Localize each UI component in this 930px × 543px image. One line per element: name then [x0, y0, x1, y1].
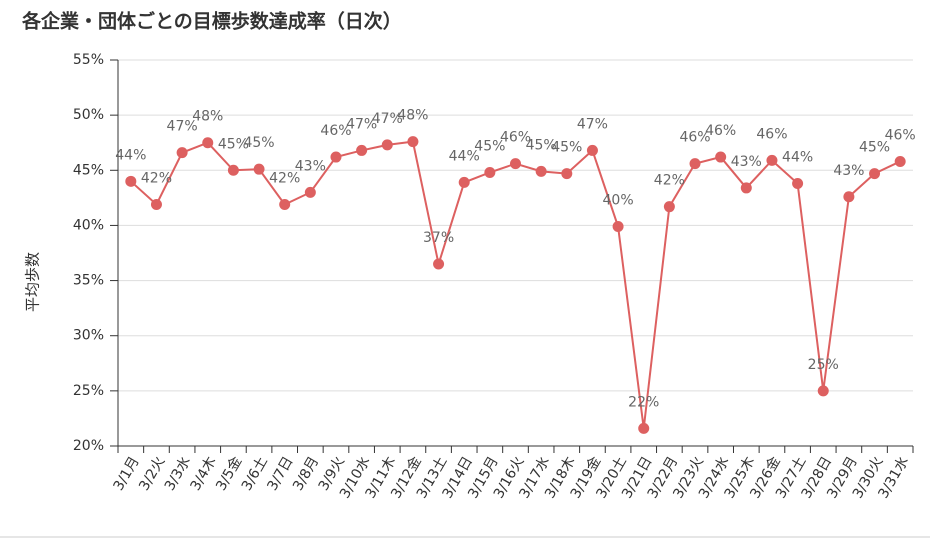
line [130, 140, 901, 429]
data-label: 46% [705, 123, 736, 139]
data-label: 45% [526, 137, 557, 153]
data-label: 44% [115, 147, 146, 163]
data-point [253, 163, 265, 175]
data-label: 46% [320, 123, 351, 139]
data-point [638, 422, 650, 434]
data-point [663, 201, 675, 213]
data-point [792, 178, 804, 190]
data-label: 40% [603, 193, 634, 209]
data-label: 25% [808, 357, 839, 373]
data-point [586, 144, 598, 156]
data-label: 43% [833, 163, 864, 179]
data-point [894, 155, 906, 167]
data-label: 45% [243, 135, 274, 151]
data-point [817, 385, 829, 397]
y-tick-label: 20% [73, 438, 104, 454]
y-tick-label: 55% [73, 52, 104, 68]
data-point [407, 136, 419, 148]
data-point [150, 198, 162, 210]
data-point [843, 191, 855, 203]
data-point [612, 221, 624, 233]
y-tick-label: 40% [73, 217, 104, 233]
data-label: 47% [577, 116, 608, 132]
data-point [176, 147, 188, 159]
data-label: 42% [269, 170, 300, 186]
data-label: 46% [885, 127, 916, 143]
data-point [227, 164, 239, 176]
data-label: 42% [141, 170, 172, 186]
data-label: 48% [192, 109, 223, 125]
data-point [125, 175, 137, 187]
data-point [304, 186, 316, 198]
data-label: 43% [295, 158, 326, 174]
data-label: 37% [423, 230, 454, 246]
data-point [535, 165, 547, 177]
data-label: 46% [500, 130, 531, 146]
data-label: 45% [218, 136, 249, 152]
data-label: 48% [397, 108, 428, 124]
data-point [484, 166, 496, 178]
data-point [356, 144, 368, 156]
data-label: 44% [782, 150, 813, 166]
data-label: 44% [449, 148, 480, 164]
y-axis-label: 平均歩数 [24, 252, 42, 312]
data-point [330, 151, 342, 163]
y-tick-label: 45% [73, 162, 104, 178]
data-point [381, 139, 393, 151]
y-tick-label: 50% [73, 107, 104, 123]
data-point [279, 198, 291, 210]
y-tick-label: 25% [73, 383, 104, 399]
chart-title: 各企業・団体ごとの目標歩数達成率（日次） [21, 10, 402, 33]
y-tick-label: 35% [73, 273, 104, 289]
data-point [715, 151, 727, 163]
data-label: 42% [654, 173, 685, 189]
data-point [561, 168, 573, 180]
data-label: 46% [679, 130, 710, 146]
data-label: 47% [167, 119, 198, 135]
data-point [740, 182, 752, 194]
data-point [458, 176, 470, 188]
data-label: 43% [731, 154, 762, 170]
data-point [433, 258, 445, 270]
data-label: 45% [859, 140, 890, 156]
data-point [202, 137, 214, 149]
data-point [766, 154, 778, 166]
data-label: 45% [474, 138, 505, 154]
y-tick-label: 30% [73, 328, 104, 344]
data-label: 45% [551, 140, 582, 156]
data-point [510, 158, 521, 170]
data-point [869, 168, 881, 180]
data-point [689, 158, 701, 170]
data-label: 47% [372, 111, 403, 127]
data-label: 47% [346, 116, 377, 132]
data-label: 22% [628, 394, 659, 410]
data-label: 46% [756, 126, 787, 142]
